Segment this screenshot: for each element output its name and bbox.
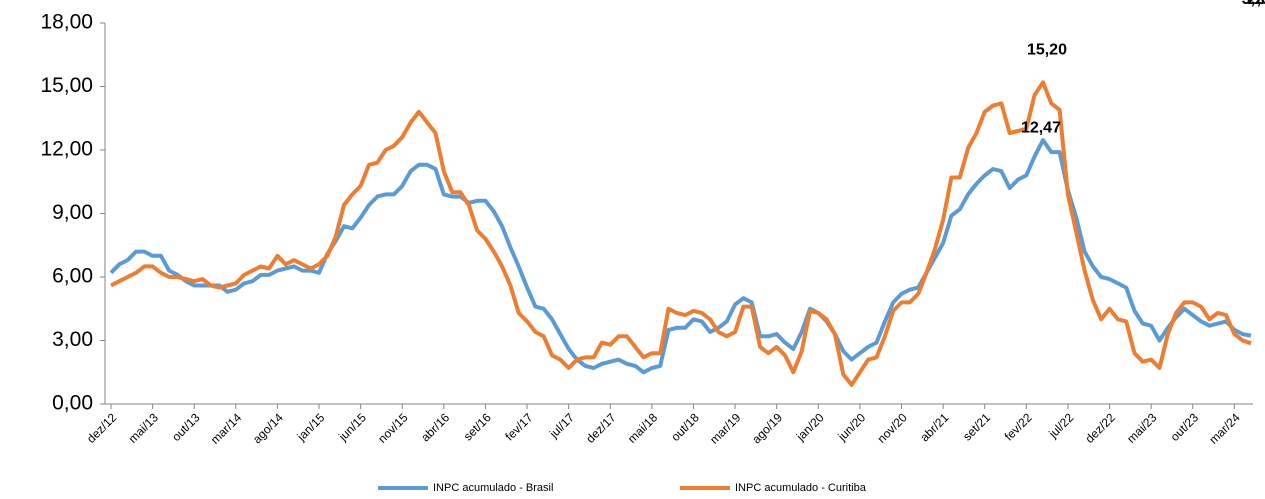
x-tick-label: jan/20 — [793, 410, 827, 444]
x-tick-label: mar/24 — [1206, 410, 1243, 447]
x-tick-label: set/21 — [960, 410, 993, 443]
y-tick-label: 15,00 — [40, 74, 93, 97]
y-tick-label: 9,00 — [52, 201, 93, 224]
x-tick-label: out/23 — [1168, 410, 1202, 444]
x-tick-label: nov/15 — [375, 410, 411, 446]
x-tick-label: mai/18 — [625, 410, 661, 446]
y-tick-label: 18,00 — [40, 11, 93, 34]
data-label: 3,23 — [1242, 0, 1265, 8]
series-line — [110, 80, 1252, 387]
y-tick-label: 6,00 — [52, 265, 93, 288]
x-tick-label: mar/19 — [707, 410, 744, 447]
x-tick-label: jul/22 — [1045, 410, 1076, 441]
x-tick-label: jul/17 — [546, 410, 577, 441]
data-label: 12,47 — [1021, 119, 1061, 136]
x-tick-label: ago/14 — [250, 410, 286, 446]
x-tick-label: abr/21 — [918, 410, 952, 444]
x-tick-label: mai/13 — [126, 410, 162, 446]
y-tick-label: 3,00 — [52, 328, 93, 351]
x-tick-label: mai/23 — [1124, 410, 1160, 446]
x-tick-label: abr/16 — [418, 410, 452, 444]
x-tick-label: out/18 — [668, 410, 702, 444]
x-tick-label: dez/12 — [84, 410, 120, 446]
y-tick-label: 0,00 — [52, 392, 93, 415]
x-tick-label: jan/15 — [294, 410, 328, 444]
x-tick-label: nov/20 — [874, 410, 910, 446]
x-tick-label: out/13 — [169, 410, 203, 444]
x-tick-label: jun/20 — [835, 410, 869, 444]
x-tick-label: jun/15 — [335, 410, 369, 444]
data-label: 15,20 — [1027, 41, 1067, 58]
x-tick-label: set/16 — [461, 410, 494, 443]
x-tick-label: fev/22 — [1002, 410, 1035, 443]
series-line — [109, 138, 1252, 375]
x-tick-label: dez/17 — [583, 410, 619, 446]
legend-label: INPC acumulado - Brasil — [433, 482, 553, 494]
x-tick-label: mar/14 — [208, 410, 245, 447]
y-tick-label: 12,00 — [40, 138, 93, 161]
legend-label: INPC acumulado - Curitiba — [735, 482, 867, 494]
x-tick-label: fev/17 — [502, 410, 535, 443]
data-label: 2,87 — [1248, 0, 1265, 8]
x-tick-label: dez/22 — [1083, 410, 1119, 446]
x-tick-label: ago/19 — [749, 410, 785, 446]
